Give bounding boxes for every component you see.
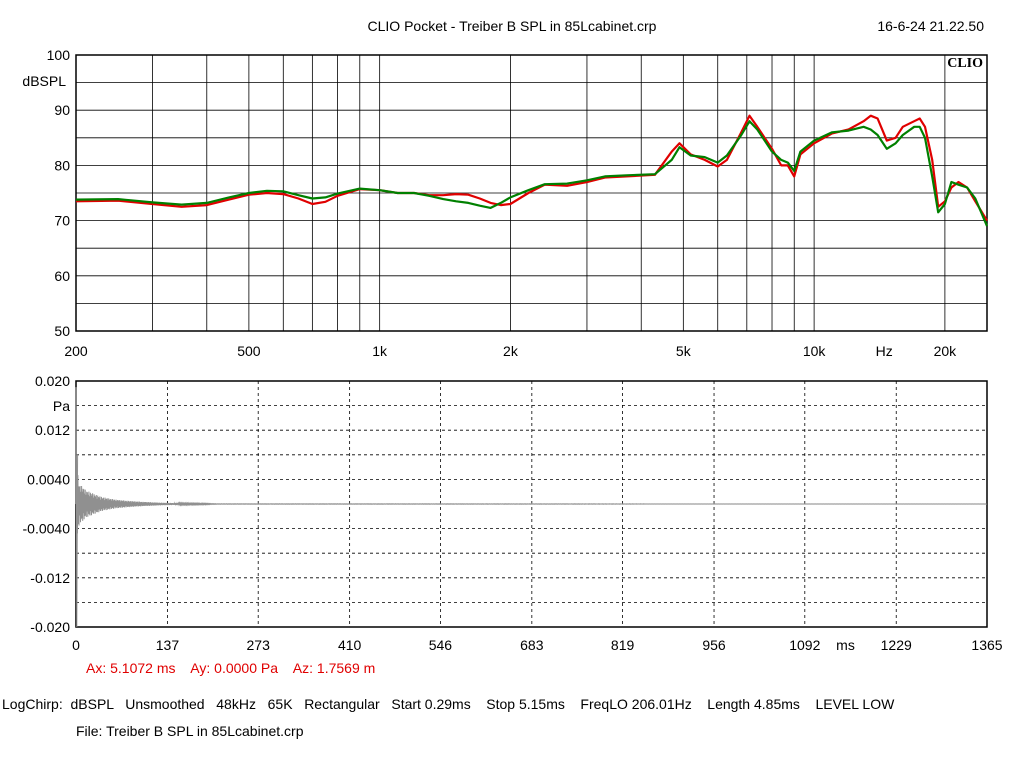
- cursor-az: Az: 1.7569 m: [292, 660, 376, 676]
- ir-x-tick-label: 956: [702, 637, 726, 653]
- fr-x-tick-label: 20k: [934, 343, 958, 359]
- measurement-file: File: Treiber B SPL in 85Lcabinet.crp: [76, 723, 304, 739]
- fr-series-line-1: [75, 120, 989, 227]
- chart-title: CLIO Pocket - Treiber B SPL in 85Lcabine…: [367, 18, 657, 34]
- ir-x-tick-label: 410: [338, 637, 362, 653]
- fr-x-axis-label: Hz: [876, 343, 893, 359]
- cursor-ax: Ax: 5.1072 ms: [86, 660, 176, 676]
- fr-grid: [75, 54, 988, 332]
- ir-series-line: [75, 387, 988, 628]
- fr-x-tick-label: 10k: [803, 343, 827, 359]
- fr-y-axis-label: dBSPL: [22, 73, 66, 89]
- ir-y-tick-label: -0.020: [30, 619, 70, 635]
- cursor-ay: Ay: 0.0000 Pa: [190, 660, 278, 676]
- ir-x-axis-label: ms: [836, 637, 855, 653]
- ir-x-tick-label: 546: [429, 637, 453, 653]
- fr-y-tick-label: 60: [54, 268, 70, 284]
- fr-x-tick-label: 2k: [503, 343, 519, 359]
- measurement-datetime: 16-6-24 21.22.50: [877, 18, 984, 34]
- fr-x-tick-label: 500: [237, 343, 261, 359]
- ir-y-tick-label: 0.020: [35, 373, 70, 389]
- fr-x-tick-label: 200: [64, 343, 88, 359]
- ir-x-tick-label: 1229: [881, 637, 912, 653]
- fr-x-tick-label: 5k: [676, 343, 692, 359]
- ir-y-axis-label: Pa: [53, 398, 70, 414]
- ir-series: [75, 387, 988, 628]
- ir-x-tick-label: 1365: [971, 637, 1002, 653]
- ir-x-tick-label: 683: [520, 637, 544, 653]
- fr-ticks: 50 60 70 80 90 100 200 500 1k 2k 5k 10k 20k Hz: [47, 47, 958, 359]
- fr-series: [75, 114, 989, 227]
- ir-plot-frame: [75, 380, 988, 628]
- fr-y-tick-label: 80: [54, 157, 70, 173]
- clio-brand-logo: CLIO: [947, 56, 983, 71]
- fr-y-tick-label: 90: [54, 102, 70, 118]
- ir-y-tick-label: 0.0040: [27, 471, 70, 487]
- measurement-settings: LogChirp: dBSPL Unsmoothed 48kHz 65K Rec…: [2, 696, 895, 712]
- ir-x-tick-label: 819: [611, 637, 635, 653]
- ir-x-tick-label: 273: [247, 637, 271, 653]
- fr-series-line-0: [75, 114, 988, 222]
- fr-y-tick-label: 50: [54, 323, 70, 339]
- ir-grid: [75, 380, 988, 628]
- ir-x-tick-label: 1092: [789, 637, 820, 653]
- ir-y-tick-label: 0.012: [35, 422, 70, 438]
- cursor-readout: Ax: 5.1072 ms Ay: 0.0000 Pa Az: 1.7569 m: [86, 660, 375, 676]
- fr-y-tick-label: 70: [54, 213, 70, 229]
- fr-x-tick-label: 1k: [372, 343, 388, 359]
- ir-y-tick-label: -0.0040: [23, 521, 71, 537]
- ir-y-tick-label: -0.012: [30, 570, 70, 586]
- fr-y-tick-label: 100: [47, 47, 71, 63]
- ir-x-tick-label: 0: [72, 637, 80, 653]
- ir-x-tick-label: 137: [156, 637, 180, 653]
